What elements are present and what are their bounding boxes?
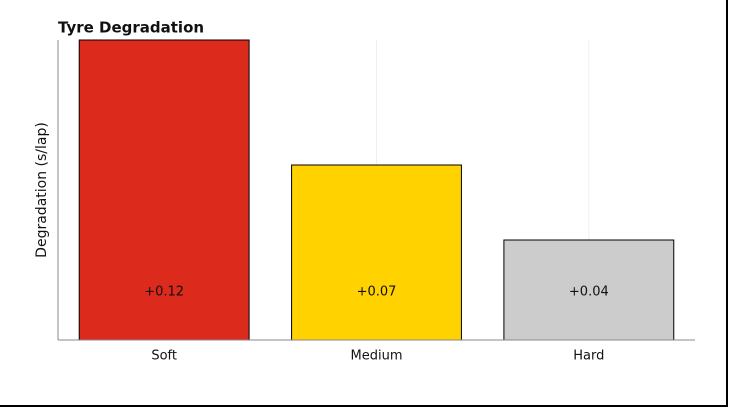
chart-title: Tyre Degradation <box>58 19 204 37</box>
x-tick-label: Soft <box>151 349 177 364</box>
value-label: +0.12 <box>144 285 184 300</box>
value-label: +0.07 <box>357 285 397 300</box>
bar <box>78 39 250 341</box>
bar <box>291 164 462 341</box>
value-label: +0.04 <box>569 285 609 300</box>
x-tick-label: Hard <box>573 349 604 364</box>
y-axis-label: Degradation (s/lap) <box>34 122 50 258</box>
x-tick-label: Medium <box>351 349 403 364</box>
